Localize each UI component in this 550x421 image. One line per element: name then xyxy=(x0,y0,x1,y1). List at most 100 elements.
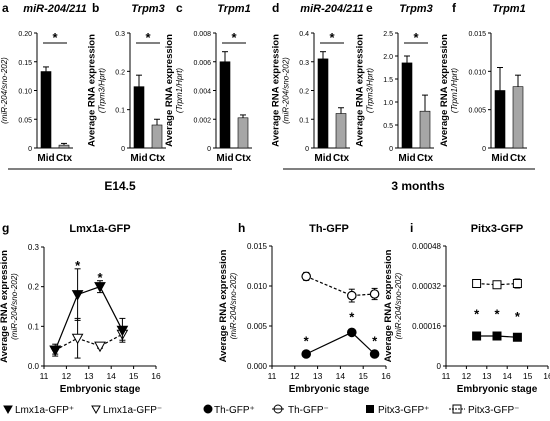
panel-i-point-1 xyxy=(493,281,501,289)
panel-h-xtick-label: 13 xyxy=(313,371,323,381)
panel-h-xtick-label: 16 xyxy=(381,371,391,381)
panel-a-bar-ctx xyxy=(59,145,69,148)
panel-g-series-line-0 xyxy=(55,287,122,350)
panel-i-ytick-label: 0.00048 xyxy=(412,242,441,251)
panel-i-point-0 xyxy=(493,332,501,340)
panel-i-sig-star: * xyxy=(494,307,500,322)
panel-d-ylabel: Average RNA expression xyxy=(270,34,281,147)
panel-f-ytick-label: 0.015 xyxy=(468,31,486,38)
panel-g-ytick-label: 0.0 xyxy=(28,362,40,371)
panel-d-xtick-label: Ctx xyxy=(333,153,350,164)
group-e14-5: E14.5 xyxy=(8,169,232,193)
panel-e-ytick-label: 0.5 xyxy=(383,123,393,130)
panel-f-ytick-label: 0.010 xyxy=(468,69,486,76)
panel-g-xtick-label: 16 xyxy=(151,371,161,381)
panel-i-ylabel: Average RNA expression xyxy=(383,249,394,362)
panel-i-title: Pitx3-GFP xyxy=(471,223,524,235)
panel-e-letter: e xyxy=(366,1,373,15)
panel-c-ytick-label: 0.004 xyxy=(193,89,211,96)
panel-f-xtick-label: Ctx xyxy=(510,153,527,164)
panel-c-xtick-label: Mid xyxy=(216,153,233,164)
legend-label-pitx3-neg: Pitx3-GFP⁻ xyxy=(468,405,519,416)
panel-h-ytick-label: 0.000 xyxy=(247,362,268,371)
panel-h-point-1 xyxy=(302,272,310,280)
legend-label-lmx1a-neg: Lmx1a-GFP⁻ xyxy=(103,405,162,416)
panel-f-ytick-label: 0.005 xyxy=(468,108,486,115)
panel-g-xtick-label: 12 xyxy=(62,371,72,381)
panel-c-bar-ctx xyxy=(238,118,248,148)
panel-h-sig-star: * xyxy=(372,333,378,348)
panel-i-point-0 xyxy=(473,332,481,340)
panel-c-ytick-label: 0.002 xyxy=(193,117,211,124)
panel-h-ytick-label: 0.010 xyxy=(247,282,268,291)
panel-e-bar-ctx xyxy=(420,111,430,148)
panel-g-xtick-label: 15 xyxy=(129,371,139,381)
panel-f-ylabel-sub: (Trpm1/Hprt) xyxy=(450,68,459,114)
legend-label-lmx1a-pos: Lmx1a-GFP⁺ xyxy=(15,405,74,416)
panel-a-ylabel-sub: (miR-204/sno-202) xyxy=(0,57,9,124)
panel-h-xlabel: Embryonic stage xyxy=(289,384,370,395)
panel-b-bar-mid xyxy=(134,87,144,148)
group-3-months-label: 3 months xyxy=(391,179,445,193)
panel-a-ytick-label: 0.05 xyxy=(18,117,32,124)
panel-i-ytick-label: 0.00032 xyxy=(412,282,441,291)
panel-f-ylabel: Average RNA expression xyxy=(439,34,450,147)
panel-g-xtick-label: 14 xyxy=(106,371,116,381)
panel-b-xtick-label: Mid xyxy=(130,153,147,164)
panel-e-ytick-label: 0 xyxy=(389,146,393,153)
legend-label-th-neg: Th-GFP⁻ xyxy=(288,405,329,416)
panel-e-ylabel: Average RNA expression xyxy=(354,34,365,147)
panel-f-bar-ctx xyxy=(513,87,523,148)
panel-h-xtick-label: 12 xyxy=(290,371,300,381)
panel-c-letter: c xyxy=(176,1,183,15)
panel-c-title: Trpm1 xyxy=(217,3,250,15)
panel-h-point-1 xyxy=(370,290,378,298)
panel-g-letter: g xyxy=(2,221,9,235)
panel-d-title: miR-204/211 xyxy=(300,3,363,15)
panel-g-title: Lmx1a-GFP xyxy=(69,223,130,235)
panel-b-ytick-label: 0.2 xyxy=(115,69,125,76)
panel-h-sig-star: * xyxy=(349,309,355,324)
panel-i: i Pitx3-GFP Average RNA expression(miR-204… xyxy=(383,221,550,395)
panel-b-ytick-label: 0.3 xyxy=(115,31,125,38)
panel-h-ylabel-sub: (miR-204/sno-202) xyxy=(229,272,238,339)
panel-g-xtick-label: 11 xyxy=(40,371,49,381)
panel-b-ytick-label: 0.1 xyxy=(115,108,125,115)
group-e14-5-label: E14.5 xyxy=(104,179,136,193)
panel-i-xtick-label: 11 xyxy=(442,371,451,381)
panel-g-ytick-label: 0.2 xyxy=(28,283,40,292)
panel-c-ytick-label: 0 xyxy=(207,146,211,153)
panel-a-bar-mid xyxy=(41,72,51,148)
panel-c-ylabel: Average RNA expression xyxy=(164,34,175,147)
panel-i-xtick-label: 15 xyxy=(523,371,533,381)
panel-f-ytick-label: 0 xyxy=(482,146,486,153)
panel-i-xtick-label: 14 xyxy=(502,371,512,381)
panel-g-xtick-label: 13 xyxy=(84,371,94,381)
panel-g-ylabel: Average RNA expression xyxy=(0,250,10,363)
group-3-months: 3 months xyxy=(283,169,535,193)
panel-g-point-1 xyxy=(73,334,83,343)
panel-i-ytick-label: 0 xyxy=(437,362,442,371)
panel-i-point-1 xyxy=(513,280,521,288)
panel-e-xtick-label: Ctx xyxy=(417,153,434,164)
panel-i-sig-star: * xyxy=(515,309,521,324)
legend-marker-pitx3-pos xyxy=(366,405,374,413)
panel-d-ytick-label: 0.1 xyxy=(299,117,309,124)
panel-b-title: Trpm3 xyxy=(131,3,164,15)
panel-i-ylabel-sub: (miR-204/sno-202) xyxy=(394,272,403,339)
panel-i-letter: i xyxy=(410,221,413,235)
panel-i-point-1 xyxy=(473,280,481,288)
panel-h-xtick-label: 11 xyxy=(268,371,277,381)
panel-a-ytick-label: 0.15 xyxy=(18,60,32,67)
panel-d-ytick-label: 0.2 xyxy=(299,89,309,96)
panel-c-ylabel-sub: (Trpm1/Hprt) xyxy=(175,68,184,114)
panel-e-ytick-label: 1.5 xyxy=(383,77,393,84)
panel-h-point-1 xyxy=(348,291,356,299)
panel-g-point-1 xyxy=(95,342,105,351)
legend-label-th-pos: Th-GFP⁺ xyxy=(214,405,255,416)
